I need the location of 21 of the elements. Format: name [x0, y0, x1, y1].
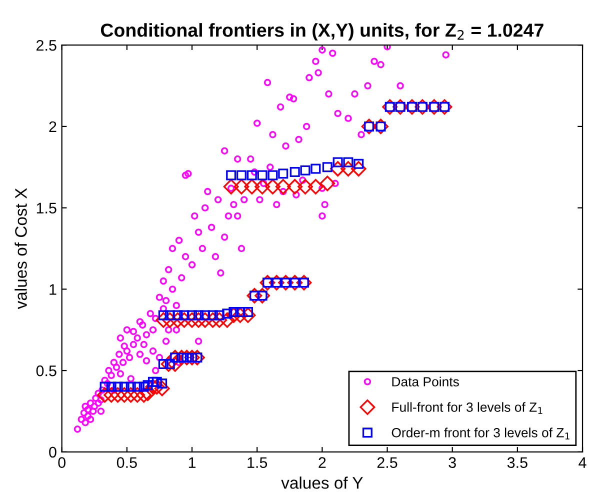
y-tick-label: 1.5 [36, 202, 56, 214]
y-tick-label: 2.5 [36, 40, 56, 51]
chart-title: Conditional frontiers in (X,Y) units, for Z$_{2}$ = 1.0247 [100, 23, 544, 41]
y-tick-label: 2 [49, 121, 56, 132]
x-tick-label: 1.5 [248, 457, 268, 468]
x-tick-label: 0.5 [116, 457, 137, 468]
legend-label: Data Points [392, 376, 459, 386]
y-axis-title: values of Cost X [14, 188, 27, 310]
x-tick-label: 0 [58, 457, 66, 468]
x-tick-label: 2.5 [377, 457, 398, 468]
legend-label: Full-front for 3 levels of Z$_{1}$ [392, 402, 542, 414]
x-tick-label: 3 [448, 457, 456, 468]
legend-label: Order-m front for 3 levels of Z$_{1}$ [392, 428, 570, 440]
y-tick-label: 0.5 [36, 365, 56, 376]
x-tick-label: 4 [578, 457, 586, 468]
x-tick-label: 2 [318, 457, 326, 468]
x-tick-label: 1 [188, 457, 196, 468]
x-axis-title: values of Y [281, 476, 363, 489]
y-tick-label: 1 [50, 284, 56, 295]
y-tick-label: 0 [49, 446, 56, 458]
x-tick-label: 3.5 [507, 457, 528, 468]
